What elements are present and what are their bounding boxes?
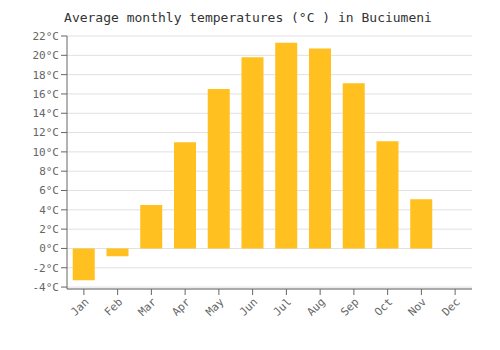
svg-text:-2°C: -2°C — [33, 262, 60, 275]
svg-text:8°C: 8°C — [39, 165, 59, 178]
svg-text:Dec: Dec — [440, 295, 463, 318]
svg-text:Jun: Jun — [237, 295, 260, 318]
svg-text:Aug: Aug — [305, 295, 328, 318]
svg-text:16°C: 16°C — [33, 88, 60, 101]
svg-text:May: May — [203, 295, 227, 319]
svg-text:Feb: Feb — [102, 295, 125, 318]
svg-text:22°C: 22°C — [33, 30, 60, 43]
svg-text:Mar: Mar — [136, 295, 160, 319]
svg-text:Nov: Nov — [406, 295, 430, 319]
svg-text:Oct: Oct — [372, 295, 395, 318]
svg-text:Jan: Jan — [68, 295, 91, 318]
svg-text:14°C: 14°C — [33, 107, 60, 120]
svg-text:18°C: 18°C — [33, 69, 60, 82]
svg-text:-4°C: -4°C — [33, 281, 60, 294]
svg-text:10°C: 10°C — [33, 146, 60, 159]
svg-text:4°C: 4°C — [39, 204, 59, 217]
svg-text:Sep: Sep — [338, 295, 361, 318]
svg-text:6°C: 6°C — [39, 184, 59, 197]
svg-text:Apr: Apr — [170, 295, 194, 319]
html-text:Average monthly temperatures (: Average monthly temperatures (°C ) in Bu… — [64, 10, 432, 25]
svg-text:0°C: 0°C — [39, 242, 59, 255]
svg-text:12°C: 12°C — [33, 126, 60, 139]
svg-text:Jul: Jul — [271, 295, 294, 318]
svg-text:2°C: 2°C — [39, 223, 59, 236]
svg-text:20°C: 20°C — [33, 49, 60, 62]
